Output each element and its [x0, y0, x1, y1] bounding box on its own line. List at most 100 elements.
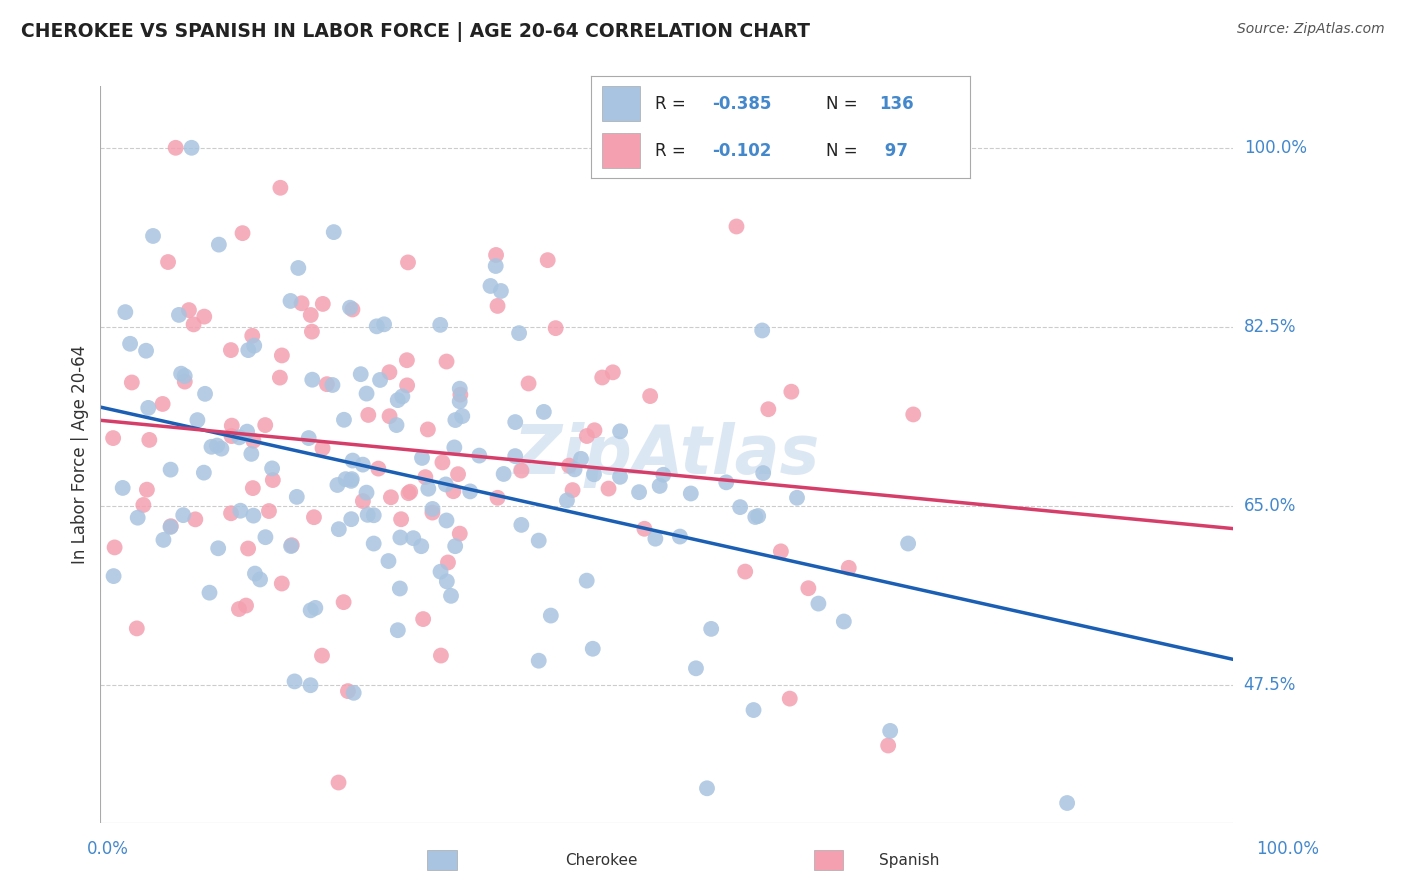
Point [395, 353, 418, 368]
Text: 0.0%: 0.0% [87, 840, 129, 858]
Point [422, 506, 444, 520]
Point [352, 458, 374, 472]
Point [430, 648, 453, 663]
Point [299, 603, 322, 617]
Point [299, 678, 322, 692]
Point [242, 508, 264, 523]
Point [173, 369, 195, 384]
Point [402, 531, 425, 545]
Point [756, 402, 779, 417]
Point [121, 376, 143, 390]
Point [207, 541, 229, 556]
Text: -0.102: -0.102 [711, 142, 772, 160]
Point [111, 481, 134, 495]
Point [510, 464, 533, 478]
Point [340, 474, 363, 488]
Point [391, 389, 413, 403]
Point [232, 226, 254, 240]
Point [138, 433, 160, 447]
Point [527, 654, 550, 668]
Point [444, 539, 467, 553]
Point [517, 376, 540, 391]
Point [228, 602, 250, 616]
Point [508, 326, 530, 340]
Point [696, 781, 718, 796]
Point [447, 467, 470, 482]
Point [335, 472, 357, 486]
Point [378, 409, 401, 424]
Point [235, 599, 257, 613]
Point [159, 519, 181, 533]
Point [291, 296, 314, 310]
Point [366, 319, 388, 334]
Point [591, 370, 613, 384]
Point [200, 440, 222, 454]
Point [411, 539, 433, 553]
Point [352, 494, 374, 508]
Point [398, 486, 420, 500]
Text: 82.5%: 82.5% [1244, 318, 1296, 336]
Point [564, 462, 586, 476]
Text: -0.385: -0.385 [711, 95, 772, 112]
Point [173, 375, 195, 389]
Point [186, 413, 208, 427]
Point [285, 490, 308, 504]
Point [301, 325, 323, 339]
Point [240, 328, 263, 343]
Point [602, 365, 624, 379]
Point [396, 378, 419, 392]
Text: N =: N = [825, 95, 858, 112]
Text: Spanish: Spanish [879, 854, 939, 868]
Point [342, 453, 364, 467]
Point [389, 512, 412, 526]
Point [609, 425, 631, 439]
Point [342, 302, 364, 317]
Y-axis label: In Labor Force | Age 20-64: In Labor Force | Age 20-64 [72, 345, 89, 565]
Point [219, 506, 242, 520]
Point [135, 343, 157, 358]
Point [582, 467, 605, 482]
Point [416, 422, 439, 436]
Point [628, 485, 651, 500]
Point [221, 429, 243, 443]
Point [449, 394, 471, 409]
Point [249, 573, 271, 587]
Point [172, 508, 194, 523]
Point [180, 141, 202, 155]
Point [648, 479, 671, 493]
Point [583, 423, 606, 437]
Point [396, 255, 419, 269]
Point [429, 565, 451, 579]
Point [356, 508, 378, 522]
Point [652, 467, 675, 482]
Point [302, 510, 325, 524]
Point [333, 413, 356, 427]
Point [269, 370, 291, 384]
Point [503, 415, 526, 429]
Point [725, 219, 748, 234]
Point [238, 343, 260, 357]
Text: N =: N = [825, 142, 858, 160]
Point [373, 318, 395, 332]
Point [385, 418, 408, 433]
Point [492, 467, 515, 481]
Point [101, 431, 124, 445]
Point [159, 520, 181, 534]
Point [444, 413, 467, 427]
Point [262, 461, 284, 475]
Point [877, 739, 900, 753]
Point [209, 442, 232, 456]
Point [193, 310, 215, 324]
Point [198, 585, 221, 599]
Point [734, 565, 756, 579]
Point [287, 260, 309, 275]
Point [193, 466, 215, 480]
Text: 136: 136 [879, 95, 914, 112]
Point [340, 472, 363, 486]
Point [326, 478, 349, 492]
Point [343, 686, 366, 700]
Point [254, 418, 277, 433]
Point [510, 517, 533, 532]
Point [280, 539, 302, 553]
Point [270, 576, 292, 591]
